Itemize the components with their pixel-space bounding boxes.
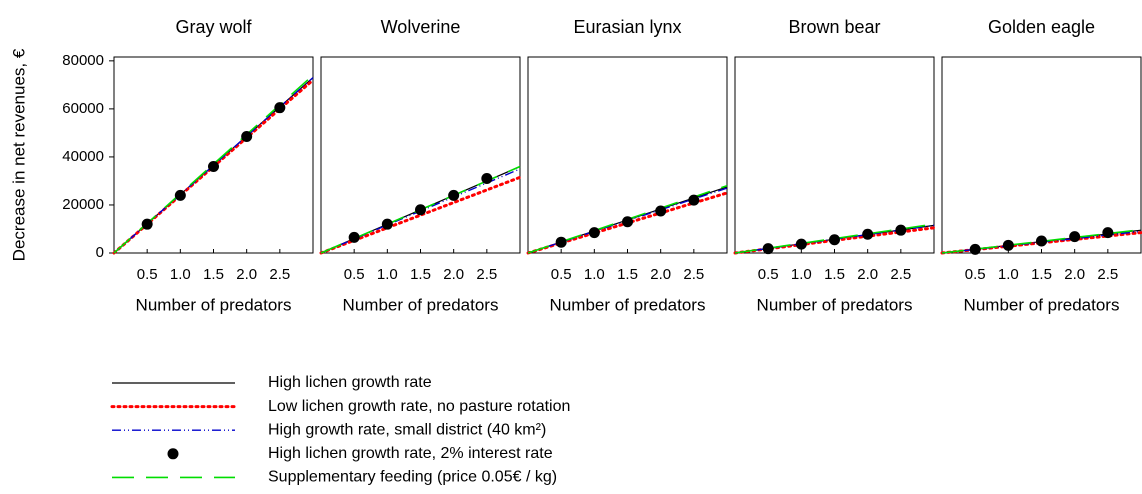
data-point [588, 227, 600, 239]
data-point [622, 216, 633, 228]
data-point [448, 189, 460, 201]
x-tick-label: 2.5 [683, 266, 704, 283]
data-point [141, 218, 153, 230]
x-tick-label: 0.5 [137, 266, 158, 283]
x-tick-label: 1.0 [584, 266, 605, 283]
x-tick-label: 1.5 [824, 266, 845, 283]
x-tick-label: 2.0 [650, 266, 671, 283]
panel-title: Gray wolf [175, 17, 252, 37]
data-point [1102, 227, 1114, 239]
y-tick-label: 80000 [62, 52, 104, 69]
y-axis-label: Decrease in net revenues, € [9, 48, 28, 261]
data-point [969, 243, 981, 255]
x-tick-label: 1.5 [1031, 266, 1052, 283]
x-tick-label: 1.5 [617, 266, 638, 283]
x-tick-label: 2.0 [1064, 266, 1085, 283]
data-point [348, 231, 360, 243]
data-point [381, 218, 393, 230]
x-tick-label: 1.0 [170, 266, 191, 283]
x-tick-label: 1.0 [791, 266, 812, 283]
legend-marker [167, 448, 179, 460]
x-tick-label: 2.0 [857, 266, 878, 283]
x-tick-label: 2.5 [269, 266, 290, 283]
data-point [274, 102, 286, 114]
x-axis-label: Number of predators [757, 295, 913, 314]
data-point [174, 189, 186, 201]
x-axis-label: Number of predators [964, 295, 1120, 314]
y-tick-label: 60000 [62, 100, 104, 117]
legend-label: High growth rate, small district (40 km²… [268, 421, 546, 438]
x-tick-label: 1.5 [410, 266, 431, 283]
plot-frame [320, 56, 521, 254]
y-tick-label: 0 [96, 244, 104, 261]
data-point [795, 238, 807, 250]
plot-frame [734, 56, 935, 254]
data-point [895, 224, 907, 236]
plot-frame [941, 56, 1142, 254]
legend-label: High lichen growth rate [268, 374, 432, 391]
x-tick-label: 1.0 [998, 266, 1019, 283]
x-tick-label: 1.0 [377, 266, 398, 283]
legend-label: Low lichen growth rate, no pasture rotat… [268, 398, 570, 415]
y-tick-label: 40000 [62, 148, 104, 165]
x-axis-label: Number of predators [136, 295, 292, 314]
x-tick-label: 2.5 [1097, 266, 1118, 283]
legend-label: Supplementary feeding (price 0.05€ / kg) [268, 469, 557, 486]
data-point [241, 131, 253, 143]
y-tick-label: 20000 [62, 196, 104, 213]
x-axis-label: Number of predators [550, 295, 706, 314]
data-point [1069, 231, 1081, 243]
data-point [1036, 235, 1047, 247]
x-tick-label: 0.5 [965, 266, 986, 283]
x-tick-label: 1.5 [203, 266, 224, 283]
x-tick-label: 2.5 [476, 266, 497, 283]
panel-title: Brown bear [788, 17, 880, 37]
panel-title: Eurasian lynx [573, 17, 681, 37]
x-tick-label: 0.5 [758, 266, 779, 283]
x-tick-label: 2.0 [236, 266, 257, 283]
data-point [1002, 239, 1014, 251]
x-axis-label: Number of predators [343, 295, 499, 314]
data-point [208, 161, 219, 173]
data-point [415, 204, 426, 216]
data-point [762, 243, 774, 255]
x-tick-label: 2.0 [443, 266, 464, 283]
panel-title: Wolverine [381, 17, 461, 37]
data-point [655, 205, 667, 217]
legend-label: High lichen growth rate, 2% interest rat… [268, 445, 553, 462]
x-tick-label: 2.5 [890, 266, 911, 283]
data-point [555, 236, 567, 248]
panel-title: Golden eagle [988, 17, 1095, 37]
x-tick-label: 0.5 [344, 266, 365, 283]
data-point [688, 194, 700, 206]
data-point [481, 173, 493, 185]
x-tick-label: 0.5 [551, 266, 572, 283]
data-point [829, 234, 840, 246]
data-point [862, 228, 874, 240]
